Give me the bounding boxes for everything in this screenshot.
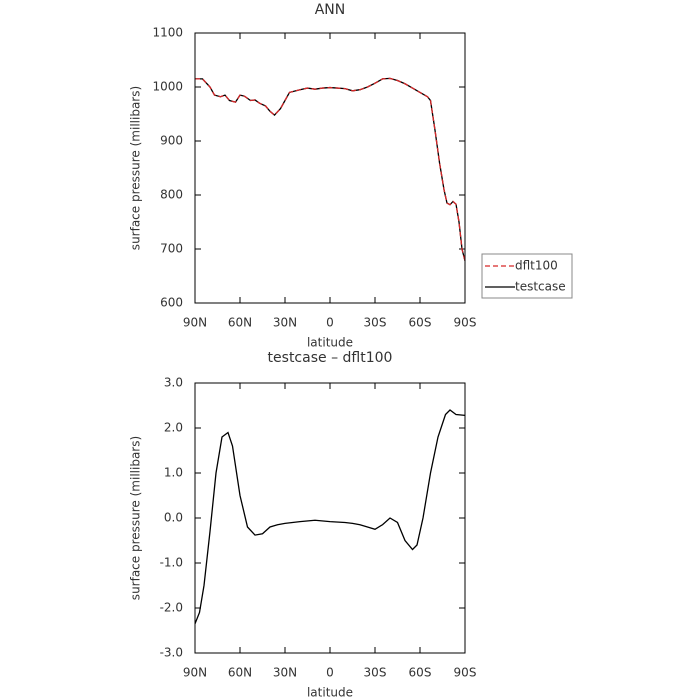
y-tick-label: -2.0 <box>160 601 183 615</box>
y-tick-label: 1100 <box>152 26 183 40</box>
plot-frame <box>194 382 466 654</box>
y-tick-label: 900 <box>160 134 183 148</box>
series-line <box>195 77 466 262</box>
series-line <box>194 409 466 624</box>
legend-label: dflt100 <box>515 259 558 273</box>
x-tick-label: 60S <box>409 666 432 680</box>
y-tick-label: -1.0 <box>160 556 183 570</box>
y-tick-label: 1000 <box>152 80 183 94</box>
x-tick-label: 0 <box>326 316 334 330</box>
y-axis-label: surface pressure (millibars) <box>129 436 143 600</box>
legend-box <box>481 253 573 299</box>
x-tick-label: 90N <box>183 666 207 680</box>
y-tick-label: 700 <box>160 242 183 256</box>
legend-label: testcase <box>515 280 566 294</box>
x-axis-label: latitude <box>307 686 353 700</box>
chart-title: testcase – dflt100 <box>268 350 393 366</box>
y-tick-label: -3.0 <box>160 646 183 660</box>
x-axis-label: latitude <box>307 336 353 350</box>
x-tick-label: 30S <box>364 316 387 330</box>
x-tick-label: 30S <box>364 666 387 680</box>
y-tick-label: 600 <box>160 296 183 310</box>
x-tick-label: 90S <box>454 666 477 680</box>
y-tick-label: 2.0 <box>164 421 183 435</box>
y-tick-label: 3.0 <box>164 376 183 390</box>
x-tick-label: 30N <box>273 316 297 330</box>
series-line <box>195 77 466 262</box>
x-tick-label: 30N <box>273 666 297 680</box>
y-axis-label: surface pressure (millibars) <box>129 86 143 250</box>
x-tick-label: 60N <box>228 666 252 680</box>
x-tick-label: 60N <box>228 316 252 330</box>
x-tick-label: 60S <box>409 316 432 330</box>
x-tick-label: 90S <box>454 316 477 330</box>
y-tick-label: 1.0 <box>164 466 183 480</box>
y-tick-label: 800 <box>160 188 183 202</box>
plot-frame <box>194 32 466 304</box>
x-tick-label: 90N <box>183 316 207 330</box>
y-tick-label: 0.0 <box>164 511 183 525</box>
chart-title: ANN <box>315 2 346 18</box>
x-tick-label: 0 <box>326 666 334 680</box>
